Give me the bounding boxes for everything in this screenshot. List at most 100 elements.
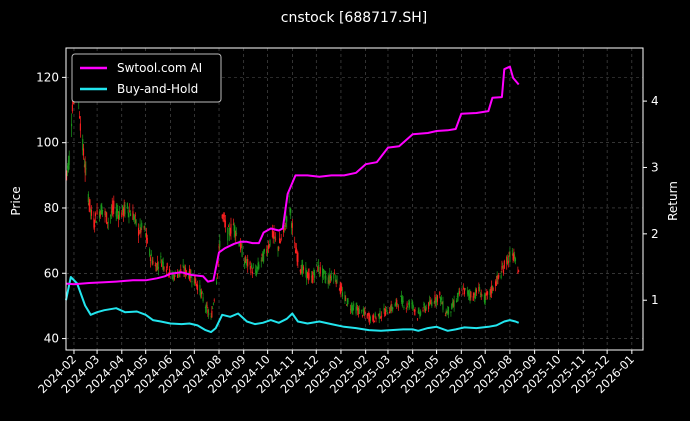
candle-body (79, 123, 81, 131)
candle-body (447, 306, 450, 315)
candle-body (185, 270, 187, 274)
candle-body (216, 281, 218, 284)
candle-body (156, 263, 158, 270)
candle-body (369, 314, 371, 322)
candle-body (391, 305, 393, 310)
candle-body (89, 199, 91, 210)
candle-body (369, 316, 371, 321)
candle-body (318, 265, 320, 272)
candle-body (143, 226, 145, 228)
candle-body (491, 285, 493, 294)
candle-body (182, 264, 184, 267)
candle-body (263, 249, 265, 252)
candle-body (207, 309, 209, 313)
candle-body (310, 276, 313, 278)
candle-body (250, 269, 252, 274)
candle-body (128, 212, 130, 218)
candle-body (411, 303, 413, 304)
candle-body (152, 260, 154, 265)
candle-body (228, 226, 230, 228)
candle-body (137, 227, 140, 236)
candle-body (258, 264, 260, 269)
candle-body (436, 295, 438, 302)
candle-body (491, 285, 493, 292)
candle-body (390, 304, 392, 312)
candle-body (235, 233, 237, 237)
candle-body (100, 204, 102, 215)
candle-body (134, 215, 136, 217)
candle-body (285, 216, 287, 221)
candle-body (90, 209, 92, 212)
candle-body (117, 212, 119, 213)
candle-body (389, 311, 391, 314)
candle-body (475, 289, 477, 298)
candle-body (289, 208, 291, 212)
candle-body (317, 266, 319, 272)
candle-body (199, 285, 201, 292)
candle-body (346, 298, 348, 306)
candle-body (110, 211, 112, 214)
candle-body (423, 304, 425, 306)
candle-body (380, 316, 382, 319)
candle-body (429, 301, 431, 303)
candle-body (200, 291, 203, 295)
candle-body (87, 194, 89, 203)
candle-body (394, 303, 396, 307)
candle-body (267, 250, 269, 254)
candle-body (83, 165, 85, 167)
candle-body (498, 274, 500, 278)
candle-body (311, 275, 313, 283)
candle-body (218, 246, 220, 248)
candle-body (479, 287, 481, 292)
candle-body (93, 218, 95, 228)
candle-body (238, 243, 240, 246)
candle-body (184, 268, 187, 276)
candle-body (306, 272, 309, 278)
candle-body (318, 271, 320, 273)
candle-body (401, 297, 403, 306)
candle-body (68, 156, 70, 165)
candle-body (496, 275, 498, 279)
candle-body (211, 310, 213, 318)
candle-body (511, 250, 513, 252)
y-axis-label-left: Price (9, 186, 23, 215)
candle-body (112, 206, 114, 210)
candle-body (129, 210, 131, 212)
legend-label-buy-and-hold: Buy-and-Hold (117, 82, 198, 96)
candle-body (107, 221, 109, 223)
candle-body (95, 221, 97, 224)
candle-body (378, 313, 380, 319)
candle-body (290, 209, 292, 213)
candle-body (255, 270, 258, 275)
candle-body (261, 253, 263, 257)
candle-body (266, 248, 268, 253)
candle-body (127, 209, 129, 214)
candle-body (406, 303, 408, 307)
candle-body (99, 212, 101, 217)
candle-body (352, 307, 354, 311)
candle-body (446, 311, 448, 314)
candle-body (344, 295, 346, 302)
candle-body (428, 302, 430, 310)
candle-body (424, 305, 426, 311)
candle-body (356, 306, 358, 310)
candle-body (397, 306, 399, 308)
candle-body (517, 271, 519, 274)
candle-body (145, 233, 148, 241)
candle-body (216, 274, 218, 276)
candle-body (329, 273, 331, 282)
candle-body (405, 308, 407, 309)
candle-body (362, 309, 364, 313)
candle-body (161, 260, 163, 264)
candle-body (118, 214, 120, 220)
candle-body (223, 214, 225, 218)
candle-body (373, 315, 375, 322)
candle-body (385, 306, 387, 308)
candle-body (233, 223, 235, 232)
candle-body (384, 312, 386, 317)
candle-body (307, 273, 309, 280)
candle-body (297, 252, 299, 263)
candle-body (295, 247, 297, 254)
candle-body (122, 208, 124, 216)
